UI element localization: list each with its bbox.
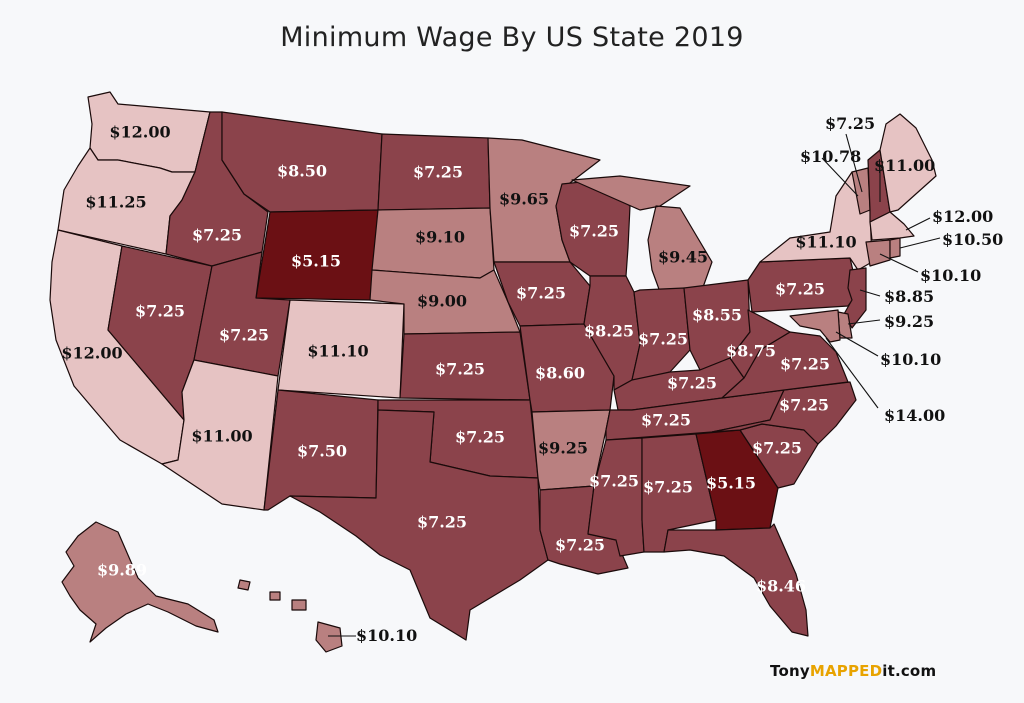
label-IL: $8.25: [584, 322, 634, 341]
label-MO: $8.60: [535, 364, 585, 383]
label-OR: $11.25: [85, 193, 146, 212]
state-CT: [865, 239, 891, 267]
label-KY: $7.25: [667, 374, 717, 393]
label-GA: $5.15: [706, 474, 756, 493]
state-TX: [289, 409, 549, 641]
state-FL: [663, 523, 809, 637]
state-HI: [237, 579, 343, 653]
state-ME: [879, 113, 937, 213]
label-NM: $7.50: [297, 442, 347, 461]
label-MN: $9.65: [499, 190, 549, 209]
callout-RI: $10.50: [942, 230, 1003, 249]
callout-NJ: $8.85: [884, 287, 934, 306]
label-MS: $7.25: [589, 472, 639, 491]
callout-DE: $9.25: [884, 312, 934, 331]
label-IA: $7.25: [516, 284, 566, 303]
callout-MD: $10.10: [880, 350, 941, 369]
label-UT: $7.25: [219, 326, 269, 345]
label-ID: $7.25: [192, 226, 242, 245]
callout-DC: $14.00: [884, 406, 945, 425]
label-ND: $7.25: [413, 163, 463, 182]
label-WA: $12.00: [109, 123, 170, 142]
callout-NH: $7.25: [825, 114, 875, 133]
label-OH: $8.55: [692, 306, 742, 325]
label-WI: $7.25: [569, 222, 619, 241]
label-SD: $9.10: [415, 228, 465, 247]
callout-VT: $10.78: [800, 147, 861, 166]
map-title: Minimum Wage By US State 2019: [280, 22, 744, 53]
state-AZ: [161, 359, 279, 511]
label-SC: $7.25: [752, 439, 802, 458]
source-credit: TonyMAPPEDit.com: [770, 662, 936, 680]
label-AL: $7.25: [643, 478, 693, 497]
callout-HI: $10.10: [356, 626, 417, 645]
state-AK: [61, 521, 219, 643]
callout-ME: $11.00: [874, 156, 935, 175]
label-NV: $7.25: [135, 302, 185, 321]
label-NE: $9.00: [417, 292, 467, 311]
label-TX: $7.25: [417, 513, 467, 532]
credit-post: it.com: [882, 662, 937, 680]
callout-MA: $12.00: [932, 207, 993, 226]
label-KS: $7.25: [435, 360, 485, 379]
label-LA: $7.25: [555, 536, 605, 555]
label-PA: $7.25: [775, 280, 825, 299]
label-FL: $8.46: [756, 577, 806, 596]
label-MI: $9.45: [658, 248, 708, 267]
state-MD: [789, 309, 841, 343]
label-AR: $9.25: [538, 439, 588, 458]
label-OK: $7.25: [455, 428, 505, 447]
label-MT: $8.50: [277, 162, 327, 181]
label-CA: $12.00: [61, 344, 122, 363]
state-WV: [729, 309, 791, 379]
credit-pre: Tony: [770, 662, 810, 680]
label-AK: $9.89: [97, 561, 147, 580]
label-WY: $5.15: [291, 252, 341, 271]
label-NC: $7.25: [779, 396, 829, 415]
credit-accent: MAPPED: [809, 662, 883, 680]
label-CO: $11.10: [307, 342, 368, 361]
callout-leaders: [328, 133, 941, 637]
label-NY: $11.10: [795, 233, 856, 252]
state-RI: [889, 237, 901, 259]
callout-CT: $10.10: [920, 266, 981, 285]
label-VA: $7.25: [780, 355, 830, 374]
state-MA: [869, 211, 915, 241]
label-TN: $7.25: [641, 411, 691, 430]
label-IN: $7.25: [638, 330, 688, 349]
label-WV: $8.75: [726, 342, 776, 361]
label-AZ: $11.00: [191, 427, 252, 446]
